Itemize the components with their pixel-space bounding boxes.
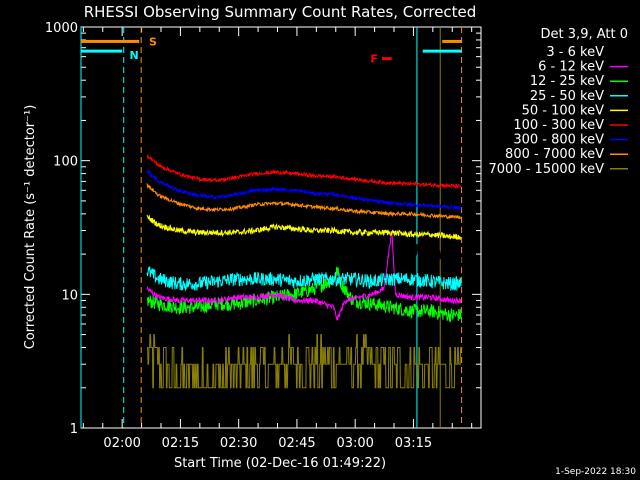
chart-title: RHESSI Observing Summary Count Rates, Co… bbox=[84, 3, 477, 21]
x-tick-label: 02:15 bbox=[162, 436, 199, 451]
legend-label: 300 - 800 keV bbox=[513, 133, 604, 148]
y-tick-label: 1 bbox=[70, 422, 78, 437]
x-tick-label: 02:30 bbox=[220, 436, 257, 451]
flag-bar bbox=[422, 49, 462, 53]
legend-label: 12 - 25 keV bbox=[530, 74, 604, 89]
x-tick-label: 02:00 bbox=[103, 436, 140, 451]
annotation-s: S bbox=[149, 35, 157, 48]
series-line bbox=[146, 214, 462, 241]
x-tick-label: 02:45 bbox=[278, 436, 315, 451]
legend-label: 50 - 100 keV bbox=[522, 103, 605, 118]
series-line bbox=[146, 169, 462, 211]
series-line bbox=[146, 218, 462, 270]
series-line bbox=[147, 334, 463, 389]
legend-label: 100 - 300 keV bbox=[513, 118, 604, 133]
flag-bar bbox=[81, 49, 123, 53]
legend-label: 3 - 6 keV bbox=[546, 45, 604, 60]
flag-bar bbox=[442, 39, 462, 43]
flag-bar bbox=[81, 39, 140, 43]
y-tick-label: 1000 bbox=[45, 21, 78, 36]
plot-area: 1 10 100 1000 02:00 02:15 02:30 02:45 03:00 03:15… bbox=[45, 21, 482, 451]
y-tick-label: 10 bbox=[61, 288, 78, 303]
y-tick-label: 100 bbox=[53, 155, 78, 170]
legend-label: 7000 - 15000 keV bbox=[489, 162, 605, 177]
legend-label: 25 - 50 keV bbox=[530, 89, 604, 104]
legend-label: 6 - 12 keV bbox=[538, 60, 604, 75]
flag-bar bbox=[381, 57, 392, 61]
series-line bbox=[146, 154, 462, 190]
x-tick-label: 03:15 bbox=[395, 436, 432, 451]
series-line bbox=[146, 265, 462, 292]
legend-label: 800 - 7000 keV bbox=[505, 147, 604, 162]
x-tick-label: 03:00 bbox=[336, 436, 373, 451]
series-line bbox=[146, 266, 462, 322]
legend-header: Det 3,9, Att 0 bbox=[541, 27, 628, 42]
footer-date: 1-Sep-2022 18:30 bbox=[555, 467, 636, 477]
annotation-n: N bbox=[130, 49, 139, 62]
y-axis-label: Corrected Count Rate (s⁻¹ detector⁻¹) bbox=[23, 105, 38, 350]
x-axis-label: Start Time (02-Dec-16 01:49:22) bbox=[174, 456, 386, 471]
series-line bbox=[146, 230, 462, 321]
annotation-f: F bbox=[370, 53, 378, 66]
series-line bbox=[146, 183, 462, 220]
